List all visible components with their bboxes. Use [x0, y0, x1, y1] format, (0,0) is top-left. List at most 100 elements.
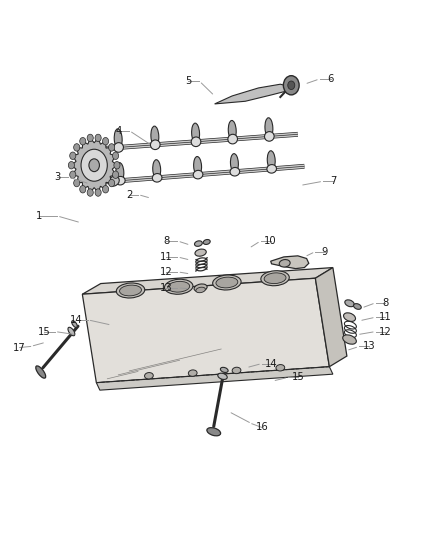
Ellipse shape	[232, 367, 241, 374]
Circle shape	[87, 134, 93, 142]
Circle shape	[113, 152, 119, 159]
Polygon shape	[82, 268, 333, 294]
Ellipse shape	[343, 335, 357, 344]
Ellipse shape	[230, 154, 238, 173]
Ellipse shape	[188, 370, 197, 376]
Ellipse shape	[265, 132, 274, 141]
Text: 11: 11	[160, 252, 173, 262]
Ellipse shape	[261, 271, 289, 286]
Ellipse shape	[230, 167, 240, 176]
Circle shape	[81, 149, 107, 181]
Text: 7: 7	[330, 176, 336, 186]
Text: 5: 5	[185, 76, 191, 86]
Ellipse shape	[218, 373, 227, 379]
Circle shape	[74, 179, 80, 187]
Text: 17: 17	[13, 343, 26, 352]
Ellipse shape	[151, 126, 159, 147]
Ellipse shape	[265, 118, 273, 138]
Ellipse shape	[68, 327, 75, 336]
Text: 10: 10	[265, 236, 277, 246]
Ellipse shape	[216, 277, 238, 288]
Circle shape	[70, 171, 76, 179]
Text: 15: 15	[291, 373, 304, 382]
Text: 12: 12	[160, 267, 173, 277]
Text: 12: 12	[379, 327, 392, 336]
Circle shape	[113, 171, 119, 179]
Circle shape	[95, 134, 101, 142]
Ellipse shape	[267, 165, 276, 173]
Ellipse shape	[343, 313, 356, 321]
Circle shape	[95, 189, 101, 196]
Ellipse shape	[168, 281, 190, 292]
Ellipse shape	[72, 321, 77, 327]
Ellipse shape	[228, 120, 236, 141]
Text: 2: 2	[126, 190, 132, 199]
Circle shape	[114, 161, 120, 169]
Text: 11: 11	[379, 312, 392, 322]
Ellipse shape	[153, 160, 161, 179]
Circle shape	[80, 185, 86, 193]
Ellipse shape	[203, 239, 210, 245]
Text: 16: 16	[255, 423, 268, 432]
Polygon shape	[96, 367, 333, 390]
Ellipse shape	[109, 176, 119, 186]
Ellipse shape	[194, 157, 201, 176]
Circle shape	[288, 81, 295, 90]
Ellipse shape	[114, 143, 124, 152]
Ellipse shape	[213, 275, 241, 290]
Ellipse shape	[116, 176, 125, 185]
Text: 9: 9	[322, 247, 328, 256]
Ellipse shape	[228, 134, 237, 144]
Circle shape	[283, 76, 299, 95]
Ellipse shape	[196, 287, 205, 293]
Text: 13: 13	[160, 283, 173, 293]
Text: 1: 1	[36, 211, 42, 221]
Ellipse shape	[195, 249, 206, 256]
Circle shape	[89, 159, 99, 172]
Text: 15: 15	[37, 327, 50, 336]
Ellipse shape	[207, 427, 221, 436]
Ellipse shape	[116, 163, 124, 182]
Text: 8: 8	[382, 298, 389, 308]
Ellipse shape	[353, 304, 361, 309]
Text: 14: 14	[265, 359, 278, 368]
Text: 4: 4	[115, 126, 121, 135]
Text: 13: 13	[363, 342, 375, 351]
Circle shape	[70, 152, 76, 159]
Ellipse shape	[114, 129, 122, 149]
Ellipse shape	[120, 285, 141, 296]
Circle shape	[74, 144, 80, 151]
Circle shape	[102, 138, 109, 145]
Ellipse shape	[193, 171, 203, 179]
Polygon shape	[71, 138, 117, 192]
Text: 14: 14	[71, 315, 83, 325]
Ellipse shape	[165, 279, 193, 294]
Ellipse shape	[194, 241, 202, 246]
Circle shape	[68, 161, 74, 169]
Ellipse shape	[191, 137, 201, 147]
Circle shape	[102, 185, 109, 193]
Circle shape	[80, 138, 86, 145]
Ellipse shape	[220, 367, 228, 373]
Text: 3: 3	[54, 172, 60, 182]
Ellipse shape	[117, 283, 145, 298]
Text: 8: 8	[163, 236, 170, 246]
Circle shape	[109, 179, 115, 187]
Ellipse shape	[345, 300, 354, 306]
Polygon shape	[271, 256, 309, 269]
Ellipse shape	[264, 273, 286, 284]
Ellipse shape	[145, 373, 153, 379]
Ellipse shape	[279, 260, 290, 267]
Text: 6: 6	[328, 74, 334, 84]
Polygon shape	[82, 278, 329, 383]
Circle shape	[87, 189, 93, 196]
Ellipse shape	[152, 174, 162, 182]
Ellipse shape	[191, 123, 200, 143]
Ellipse shape	[151, 140, 160, 150]
Ellipse shape	[267, 151, 275, 170]
Polygon shape	[315, 268, 347, 367]
Ellipse shape	[276, 365, 285, 371]
Polygon shape	[215, 84, 289, 104]
Ellipse shape	[194, 284, 207, 292]
Ellipse shape	[36, 366, 46, 378]
